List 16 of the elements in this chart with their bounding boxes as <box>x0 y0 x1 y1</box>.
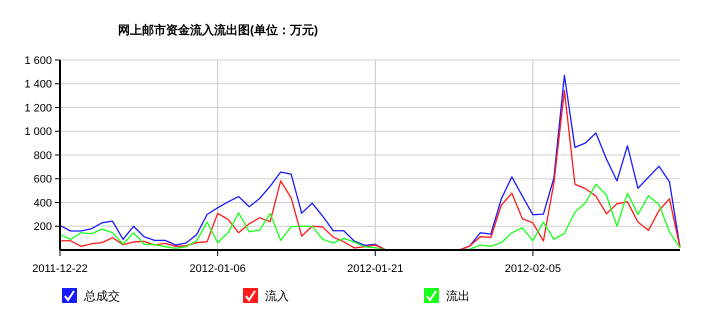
y-tick-label: 800 <box>34 150 52 162</box>
legend-label: 流入 <box>265 289 289 304</box>
y-tick-label: 1 600 <box>24 54 52 67</box>
y-tick-label: 1 400 <box>24 78 52 91</box>
x-tick-label: 2011-12-22 <box>32 263 88 275</box>
y-tick-label: 600 <box>34 174 52 186</box>
y-tick-label: 1 200 <box>24 102 52 114</box>
y-tick-label: 1 000 <box>24 126 52 138</box>
chart-title: 网上邮市资金流入流出图(单位：万元) <box>118 23 318 37</box>
x-tick-label: 2012-02-05 <box>504 263 562 275</box>
x-tick-label: 2012-01-21 <box>347 263 404 275</box>
y-tick-label: 400 <box>34 197 52 210</box>
y-tick-label: 200 <box>34 221 52 234</box>
x-tick-label: 2012-01-06 <box>189 263 246 275</box>
legend-label: 流出 <box>446 289 470 304</box>
legend-label: 总成交 <box>83 289 120 304</box>
